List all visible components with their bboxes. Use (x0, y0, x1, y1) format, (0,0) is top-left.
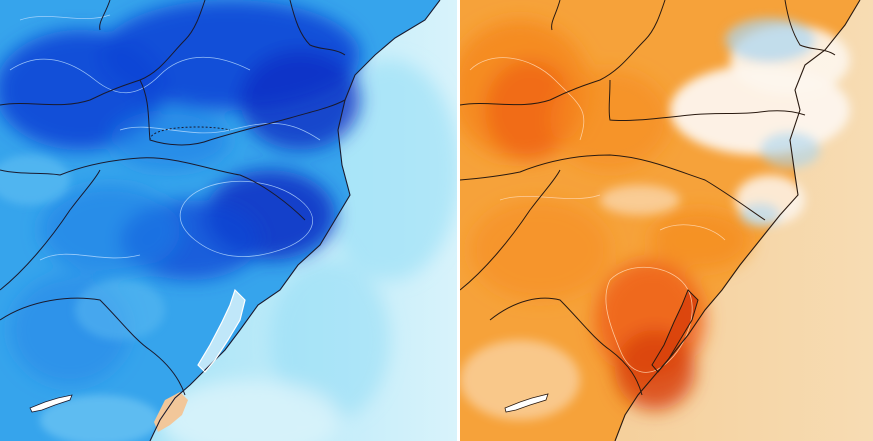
lagoon (198, 290, 245, 372)
cold-core-areas (0, 0, 360, 385)
lagoon-outline (651, 289, 699, 373)
lighter-patches (0, 155, 165, 441)
coastline (149, 0, 441, 441)
state-borders (460, 0, 836, 396)
right-map-panel (460, 0, 873, 441)
contour-lines (469, 57, 726, 373)
warm-anomaly-map (460, 0, 873, 441)
small-lake (504, 393, 549, 413)
cool-patches (460, 18, 850, 420)
state-borders (0, 0, 346, 396)
small-lake (29, 394, 73, 413)
cold-anomaly-map (0, 0, 457, 441)
warm-core-areas (460, 20, 750, 410)
left-map-panel (0, 0, 457, 441)
lagoon-outline (197, 288, 246, 373)
panel-divider (457, 0, 460, 441)
lagoon (652, 290, 698, 372)
coastal-warm-patch (154, 392, 188, 432)
